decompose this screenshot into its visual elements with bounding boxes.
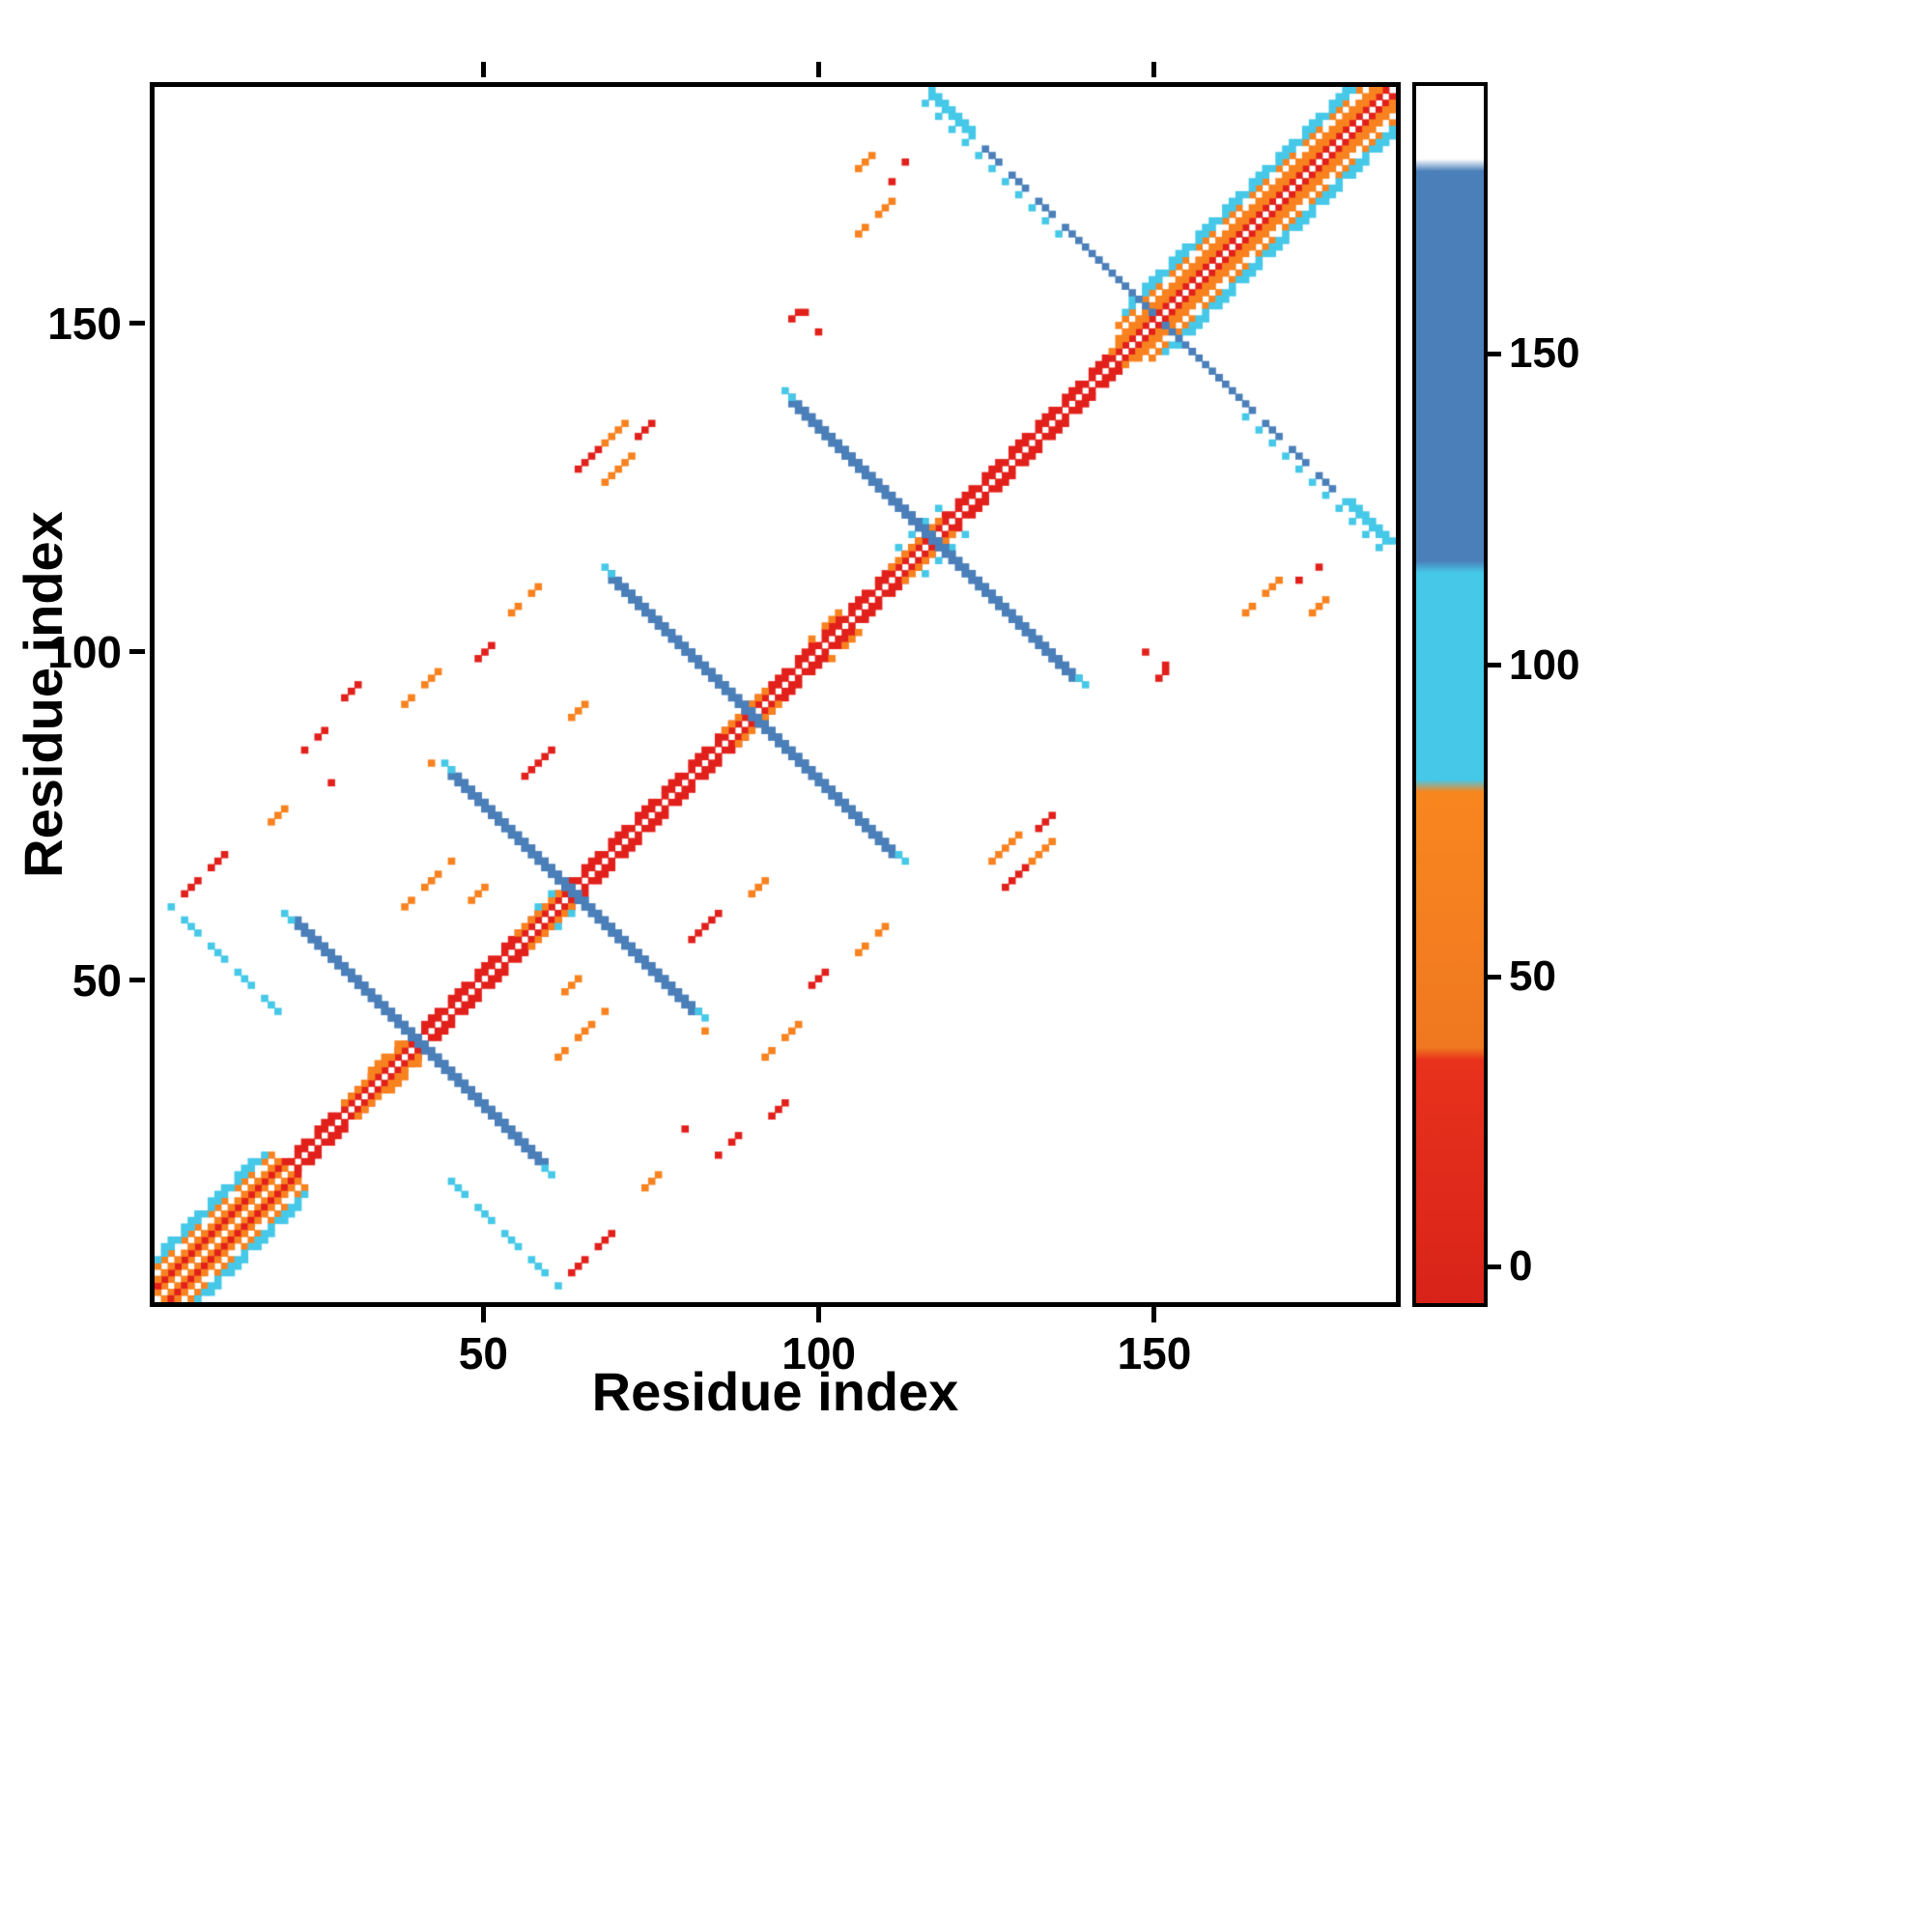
colorbar-tick-mark	[1488, 974, 1501, 980]
colorbar-tick-label: 150	[1509, 329, 1580, 378]
colorbar-tick-label: 0	[1509, 1242, 1533, 1291]
y-tick-mark	[129, 649, 145, 655]
x-tick-label: 150	[1117, 1328, 1192, 1378]
x-tick-mark	[1151, 1307, 1157, 1322]
x-tick-label: 50	[458, 1328, 508, 1378]
colorbar	[1412, 82, 1488, 1307]
x-tick-label: 100	[781, 1328, 857, 1378]
y-tick-mark	[129, 978, 145, 983]
x-tick-mark-top	[816, 62, 822, 77]
y-tick-label: 150	[47, 298, 122, 349]
colorbar-tick-mark	[1488, 351, 1501, 356]
plot-area	[150, 82, 1401, 1307]
x-tick-mark-top	[1151, 62, 1157, 77]
contact-map-canvas	[155, 87, 1396, 1302]
x-axis-title: Residue index	[591, 1361, 959, 1422]
colorbar-tick-label: 100	[1509, 640, 1580, 689]
y-tick-mark	[129, 321, 145, 327]
y-tick-label: 100	[47, 626, 122, 677]
colorbar-tick-mark	[1488, 1264, 1501, 1269]
x-tick-mark	[480, 1307, 486, 1322]
x-tick-mark-top	[480, 62, 486, 77]
colorbar-tick-mark	[1488, 663, 1501, 668]
y-axis-title: Residue index	[13, 511, 73, 878]
x-tick-mark	[816, 1307, 822, 1322]
y-tick-label: 50	[71, 954, 122, 1006]
colorbar-tick-label: 50	[1509, 952, 1556, 1001]
